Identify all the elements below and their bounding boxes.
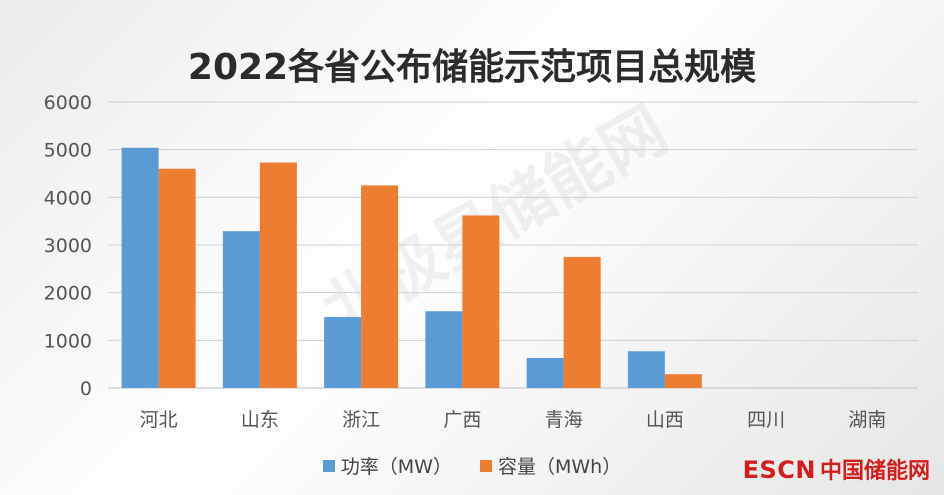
bar-capacity xyxy=(563,256,601,388)
x-category-label: 山西 xyxy=(646,409,684,431)
bar-capacity xyxy=(361,185,399,388)
legend-label-power: 功率（MW） xyxy=(340,456,452,478)
brand-prefix: ESCN xyxy=(742,456,816,484)
bar-power xyxy=(324,316,362,388)
x-category-label: 山东 xyxy=(241,409,279,431)
y-tick-label: 4000 xyxy=(44,187,92,209)
bar-power xyxy=(526,357,564,388)
chart-title: 2022各省公布储能示范项目总规模 xyxy=(187,47,757,88)
x-category-label: 浙江 xyxy=(342,409,380,431)
legend-label-capacity: 容量（MWh） xyxy=(497,456,622,478)
legend-item-capacity: 容量（MWh） xyxy=(479,452,622,479)
legend-item-power: 功率（MW） xyxy=(322,452,452,479)
bar-capacity xyxy=(664,374,702,388)
brand-suffix: 中国储能网 xyxy=(819,459,930,484)
bar-power xyxy=(222,231,260,388)
legend: 功率（MW） 容量（MWh） xyxy=(0,452,944,479)
y-tick-label: 1000 xyxy=(44,330,92,352)
brand-logo: ESCN 中国储能网 xyxy=(743,453,930,485)
y-tick-label: 6000 xyxy=(44,92,92,114)
legend-swatch-power xyxy=(322,459,335,472)
bar-power xyxy=(425,311,463,388)
bar-power xyxy=(121,147,159,388)
x-category-label: 四川 xyxy=(747,409,785,431)
x-category-label: 广西 xyxy=(443,409,481,431)
y-tick-label: 3000 xyxy=(44,235,92,257)
bar-capacity xyxy=(462,215,500,388)
y-tick-label: 0 xyxy=(80,378,92,400)
bar-capacity xyxy=(158,168,196,388)
x-category-label: 湖南 xyxy=(848,409,886,431)
x-category-label: 河北 xyxy=(140,409,178,431)
bar-capacity xyxy=(259,162,297,388)
legend-swatch-capacity xyxy=(479,459,492,472)
y-tick-label: 2000 xyxy=(44,283,92,305)
y-tick-label: 5000 xyxy=(44,140,92,162)
x-category-label: 青海 xyxy=(545,409,583,431)
bar-power xyxy=(627,351,665,388)
